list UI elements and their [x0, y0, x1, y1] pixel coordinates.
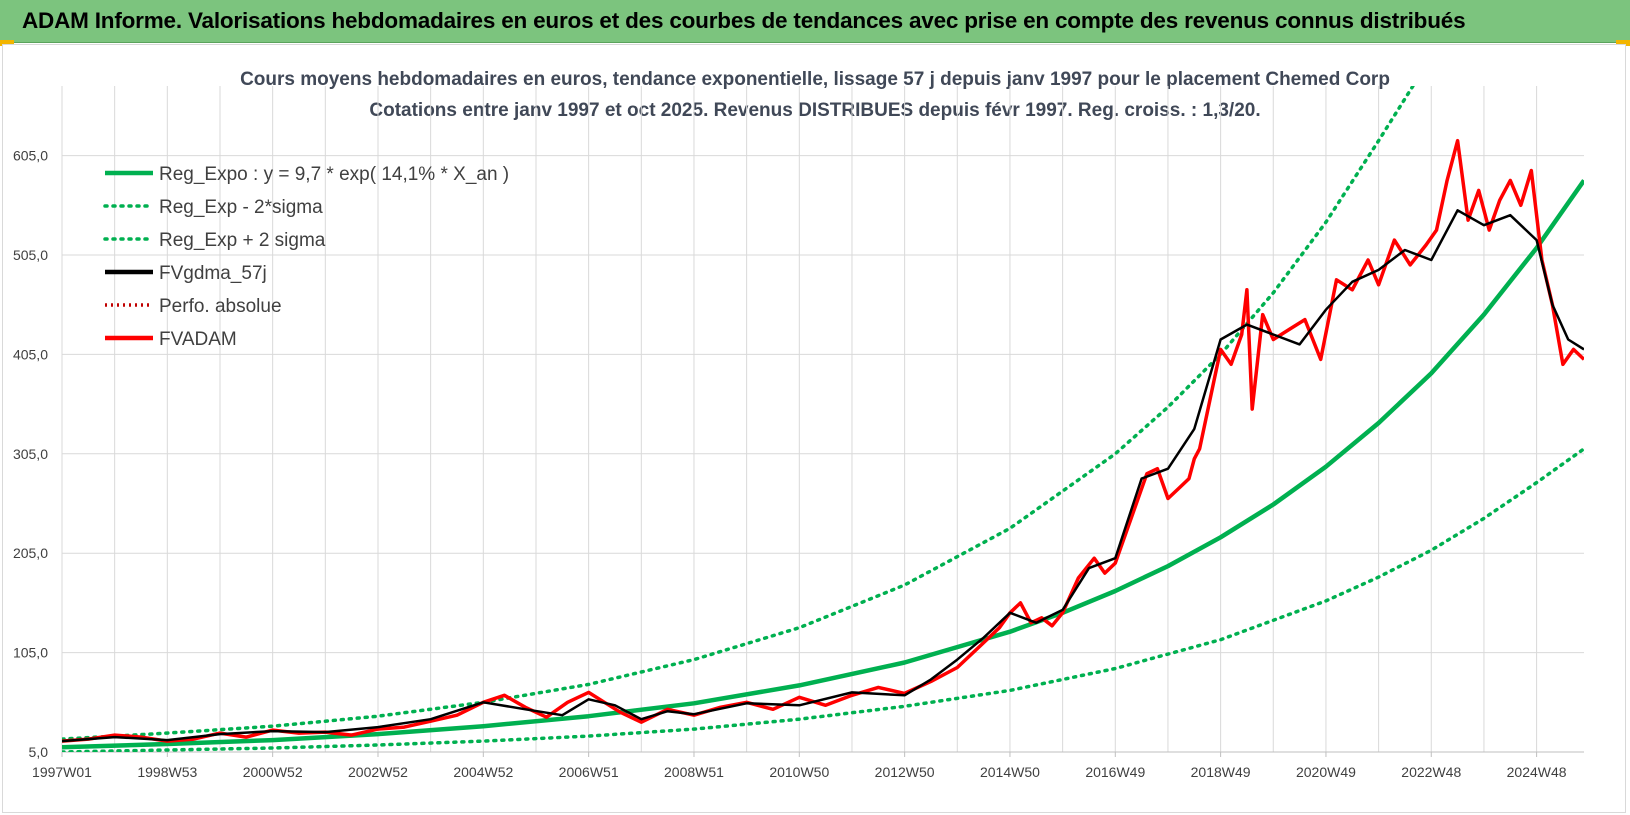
series-fvgdma-57j [62, 209, 1584, 743]
y-tick-label: 205,0 [13, 545, 48, 561]
legend-label: FVADAM [159, 329, 237, 350]
series-reg-minus-2sigma [62, 447, 1584, 752]
x-tick-label: 2004W52 [453, 764, 513, 780]
chart-subtitle: Cotations entre janv 1997 et oct 2025. R… [369, 100, 1261, 121]
y-tick-label: 5,0 [29, 744, 49, 760]
x-tick-label: 2010W50 [769, 764, 829, 780]
x-tick-label: 2016W49 [1085, 764, 1145, 780]
x-tick-label: 2000W52 [243, 764, 303, 780]
y-tick-label: 405,0 [13, 346, 48, 362]
x-tick-label: 2022W48 [1401, 764, 1461, 780]
x-tick-label: 2012W50 [875, 764, 935, 780]
legend-label: Reg_Exp - 2*sigma [159, 197, 323, 218]
x-tick-label: 2018W49 [1191, 764, 1251, 780]
series-reg-plus-2sigma [62, 86, 1416, 741]
report-title: ADAM Informe. Valorisations hebdomadaire… [22, 8, 1466, 33]
x-tick-label: 1997W01 [32, 764, 92, 780]
corner-marker-right [1616, 40, 1630, 46]
legend-label: Perfo. absolue [159, 296, 282, 317]
x-tick-label: 2008W51 [664, 764, 724, 780]
x-tick-label: 1998W53 [137, 764, 197, 780]
legend-label: FVgdma_57j [159, 263, 267, 284]
series-reg-expo [62, 179, 1584, 750]
x-tick-label: 2020W49 [1296, 764, 1356, 780]
y-tick-label: 505,0 [13, 247, 48, 263]
y-tick-label: 305,0 [13, 446, 48, 462]
x-tick-label: 2006W51 [559, 764, 619, 780]
x-tick-label: 2002W52 [348, 764, 408, 780]
chart-title: Cours moyens hebdomadaires en euros, ten… [240, 69, 1390, 90]
y-tick-label: 105,0 [13, 645, 48, 661]
x-tick-label: 2014W50 [980, 764, 1040, 780]
x-tick-label: 2024W48 [1507, 764, 1567, 780]
corner-marker-left [0, 40, 14, 46]
header-banner: ADAM Informe. Valorisations hebdomadaire… [0, 0, 1630, 43]
legend-label: Reg_Expo : y = 9,7 * exp( 14,1% * X_an ) [159, 164, 509, 185]
legend-label: Reg_Exp + 2 sigma [159, 230, 326, 251]
y-tick-label: 605,0 [13, 148, 48, 164]
